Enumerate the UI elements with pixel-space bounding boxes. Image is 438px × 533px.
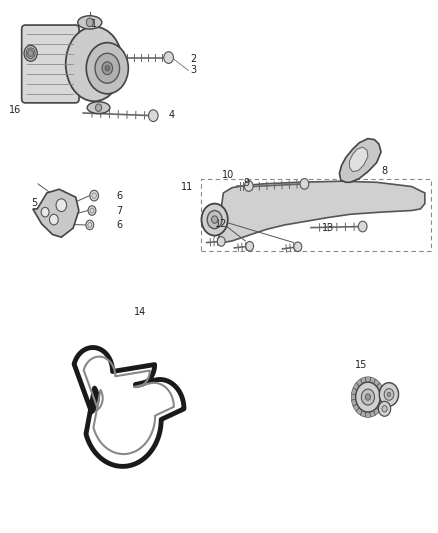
Polygon shape (374, 408, 380, 415)
Circle shape (246, 241, 254, 251)
Text: 6: 6 (116, 220, 122, 230)
Circle shape (294, 242, 302, 252)
Text: 3: 3 (191, 66, 197, 75)
Polygon shape (351, 399, 357, 406)
Circle shape (300, 179, 309, 189)
Circle shape (148, 110, 158, 122)
Circle shape (356, 382, 380, 412)
Text: 10: 10 (222, 170, 234, 180)
Polygon shape (350, 147, 368, 172)
Circle shape (88, 206, 96, 215)
Polygon shape (377, 383, 383, 390)
Polygon shape (370, 410, 375, 417)
Text: 11: 11 (180, 182, 193, 191)
Ellipse shape (66, 27, 123, 101)
Polygon shape (33, 189, 79, 237)
Polygon shape (351, 394, 356, 400)
Circle shape (41, 207, 49, 217)
Polygon shape (374, 379, 380, 386)
Polygon shape (365, 412, 371, 417)
Text: 4: 4 (169, 110, 175, 119)
Polygon shape (377, 404, 383, 411)
Polygon shape (360, 410, 366, 417)
Text: 6: 6 (116, 191, 122, 200)
Circle shape (86, 220, 94, 230)
Polygon shape (339, 139, 381, 182)
Circle shape (164, 52, 173, 63)
Circle shape (244, 181, 253, 191)
Circle shape (384, 389, 394, 400)
Text: 14: 14 (134, 307, 146, 317)
Polygon shape (379, 388, 385, 395)
Text: 8: 8 (381, 166, 387, 175)
Polygon shape (351, 388, 357, 395)
Circle shape (207, 211, 222, 229)
Ellipse shape (87, 102, 110, 114)
Circle shape (56, 199, 67, 212)
Circle shape (212, 216, 218, 223)
Circle shape (387, 392, 391, 397)
Ellipse shape (78, 16, 102, 29)
Polygon shape (360, 377, 366, 384)
Circle shape (95, 104, 102, 111)
Circle shape (217, 237, 225, 246)
Polygon shape (380, 394, 385, 400)
Circle shape (26, 48, 35, 59)
Polygon shape (370, 377, 375, 384)
Text: 7: 7 (116, 206, 122, 215)
Polygon shape (353, 383, 359, 390)
Polygon shape (219, 181, 425, 243)
Circle shape (382, 406, 387, 412)
Circle shape (102, 62, 113, 75)
Circle shape (379, 383, 399, 406)
FancyBboxPatch shape (22, 25, 79, 103)
Circle shape (105, 66, 110, 71)
Circle shape (86, 43, 128, 94)
Text: 15: 15 (355, 360, 367, 370)
Polygon shape (365, 377, 371, 382)
Polygon shape (356, 379, 362, 386)
Circle shape (378, 401, 391, 416)
Text: 12: 12 (215, 219, 227, 229)
Text: 5: 5 (31, 198, 37, 207)
Circle shape (201, 204, 228, 236)
Polygon shape (353, 404, 359, 411)
Circle shape (95, 53, 120, 83)
Text: 16: 16 (9, 106, 21, 115)
Text: 9: 9 (244, 178, 250, 188)
Circle shape (28, 50, 34, 57)
Circle shape (358, 221, 367, 232)
Circle shape (24, 45, 37, 61)
Circle shape (90, 190, 99, 201)
Circle shape (361, 389, 374, 405)
Circle shape (86, 18, 93, 27)
Circle shape (49, 214, 58, 225)
Text: 2: 2 (191, 54, 197, 63)
Polygon shape (379, 399, 385, 406)
Text: 1: 1 (91, 19, 97, 29)
Text: 13: 13 (322, 223, 334, 232)
Circle shape (365, 394, 371, 400)
Polygon shape (356, 408, 362, 415)
